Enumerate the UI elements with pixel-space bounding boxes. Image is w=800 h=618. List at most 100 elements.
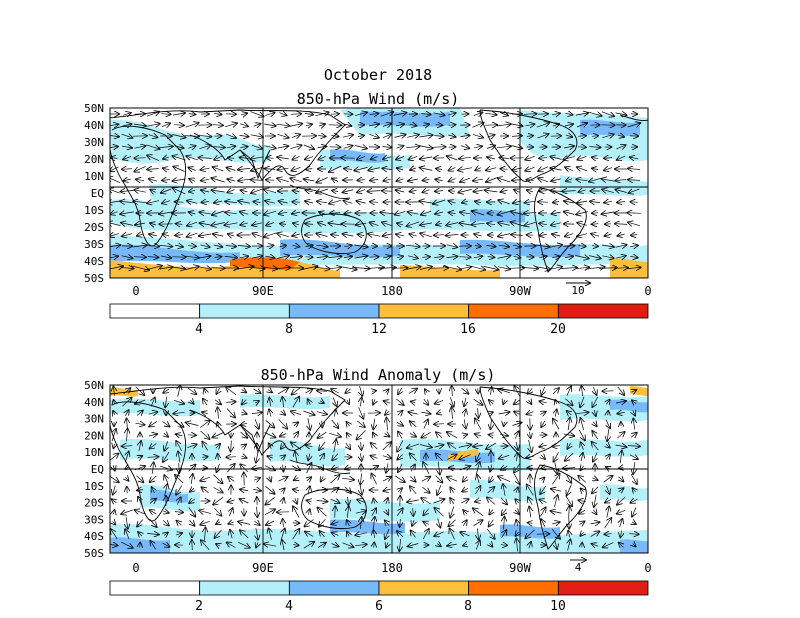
wind-vector	[242, 390, 247, 393]
wind-vector	[177, 498, 180, 505]
wind-vector	[486, 178, 497, 182]
wind-vector	[347, 422, 350, 426]
wind-vector	[385, 433, 390, 436]
wind-vector	[138, 456, 143, 458]
wind-vector	[473, 520, 482, 527]
lat-label: 50S	[84, 547, 104, 560]
wind-vector	[487, 498, 496, 505]
wind-vector	[125, 452, 128, 463]
wind-vector	[615, 445, 627, 447]
wind-vector	[385, 521, 389, 526]
wind-vector	[473, 256, 483, 258]
wind-vector	[424, 420, 428, 429]
wind-vector	[477, 475, 479, 484]
wind-vector	[122, 234, 133, 237]
wind-vector	[435, 400, 444, 403]
wind-vector	[164, 475, 167, 483]
wind-vector	[411, 465, 415, 472]
wind-vector	[334, 440, 336, 453]
wind-vector	[563, 156, 575, 159]
wind-vector	[450, 529, 455, 540]
lon-label: 90W	[509, 561, 531, 575]
wind-vector	[188, 246, 196, 247]
wind-vector	[629, 534, 638, 535]
wind-vector	[567, 484, 572, 496]
lon-label: 180	[381, 561, 403, 575]
wind-vector	[420, 157, 433, 159]
wind-vector	[463, 510, 466, 514]
anomaly-vectors	[110, 385, 640, 551]
lat-label: 50N	[84, 102, 104, 115]
wind-vector	[382, 134, 391, 137]
wind-vector	[163, 157, 170, 159]
wind-vector	[358, 234, 365, 235]
wind-vector	[592, 442, 599, 451]
wind-vector	[228, 522, 233, 524]
wind-vector	[476, 452, 480, 461]
wind-vector	[472, 134, 483, 137]
wind-vector	[137, 490, 144, 491]
wind-vector	[458, 168, 472, 171]
wind-vector	[187, 387, 197, 394]
wind-vector	[540, 191, 547, 192]
wind-vector	[307, 477, 311, 481]
wind-vector	[253, 489, 261, 491]
wind-vector	[149, 518, 156, 527]
wind-vector	[110, 212, 118, 215]
wind-vector	[199, 510, 211, 513]
wind-vector	[295, 498, 297, 503]
wind-vector	[449, 201, 456, 203]
colorbar-segment	[468, 303, 559, 319]
wind-vector	[464, 397, 466, 406]
wind-vector	[396, 157, 405, 160]
wind-vector	[489, 435, 494, 436]
wind-vector	[255, 419, 259, 429]
wind-vector	[281, 411, 286, 415]
wind-vector	[591, 234, 600, 237]
wind-vector	[238, 541, 249, 547]
wind-vector	[127, 429, 128, 442]
wind-vector	[498, 476, 511, 482]
wind-vector	[382, 168, 392, 169]
wind-vector	[435, 125, 443, 126]
wind-vector	[578, 500, 586, 501]
wind-vector	[419, 135, 432, 137]
wind-vector	[406, 146, 419, 147]
wind-vector	[578, 136, 586, 137]
wind-vector	[264, 232, 277, 237]
wind-vector	[627, 213, 641, 214]
wind-vector	[423, 508, 429, 516]
wind-vector	[174, 420, 184, 427]
wind-vector	[460, 135, 469, 136]
wind-vector	[283, 519, 284, 528]
colorbar-segment	[109, 303, 201, 319]
wind-vector	[344, 124, 352, 126]
wind-vector	[266, 158, 274, 159]
wind-vector	[576, 123, 587, 127]
wind-vector	[423, 522, 428, 525]
wind-vector	[110, 177, 121, 184]
wind-vector	[422, 529, 429, 540]
wind-vector	[200, 245, 209, 247]
wind-vector	[514, 190, 521, 193]
wind-vector	[407, 135, 419, 138]
wind-vector	[175, 245, 183, 247]
wind-vector	[293, 506, 300, 518]
wind-vector	[110, 245, 121, 247]
wind-vector	[525, 156, 535, 159]
wind-vector	[277, 146, 289, 148]
colorbar-label: 16	[460, 322, 476, 337]
wind-vector	[202, 457, 207, 458]
wind-vector	[294, 422, 298, 425]
wind-vector	[383, 489, 391, 491]
wind-vector	[497, 256, 511, 259]
wind-vector	[328, 267, 341, 268]
wind-vector	[125, 410, 128, 417]
wind-vector	[449, 167, 456, 170]
wind-vector	[200, 430, 210, 439]
wind-vector	[604, 201, 612, 202]
wind-vector	[373, 517, 374, 530]
wind-vector	[147, 155, 160, 161]
wind-vector	[407, 443, 420, 448]
wind-vector	[189, 499, 196, 503]
